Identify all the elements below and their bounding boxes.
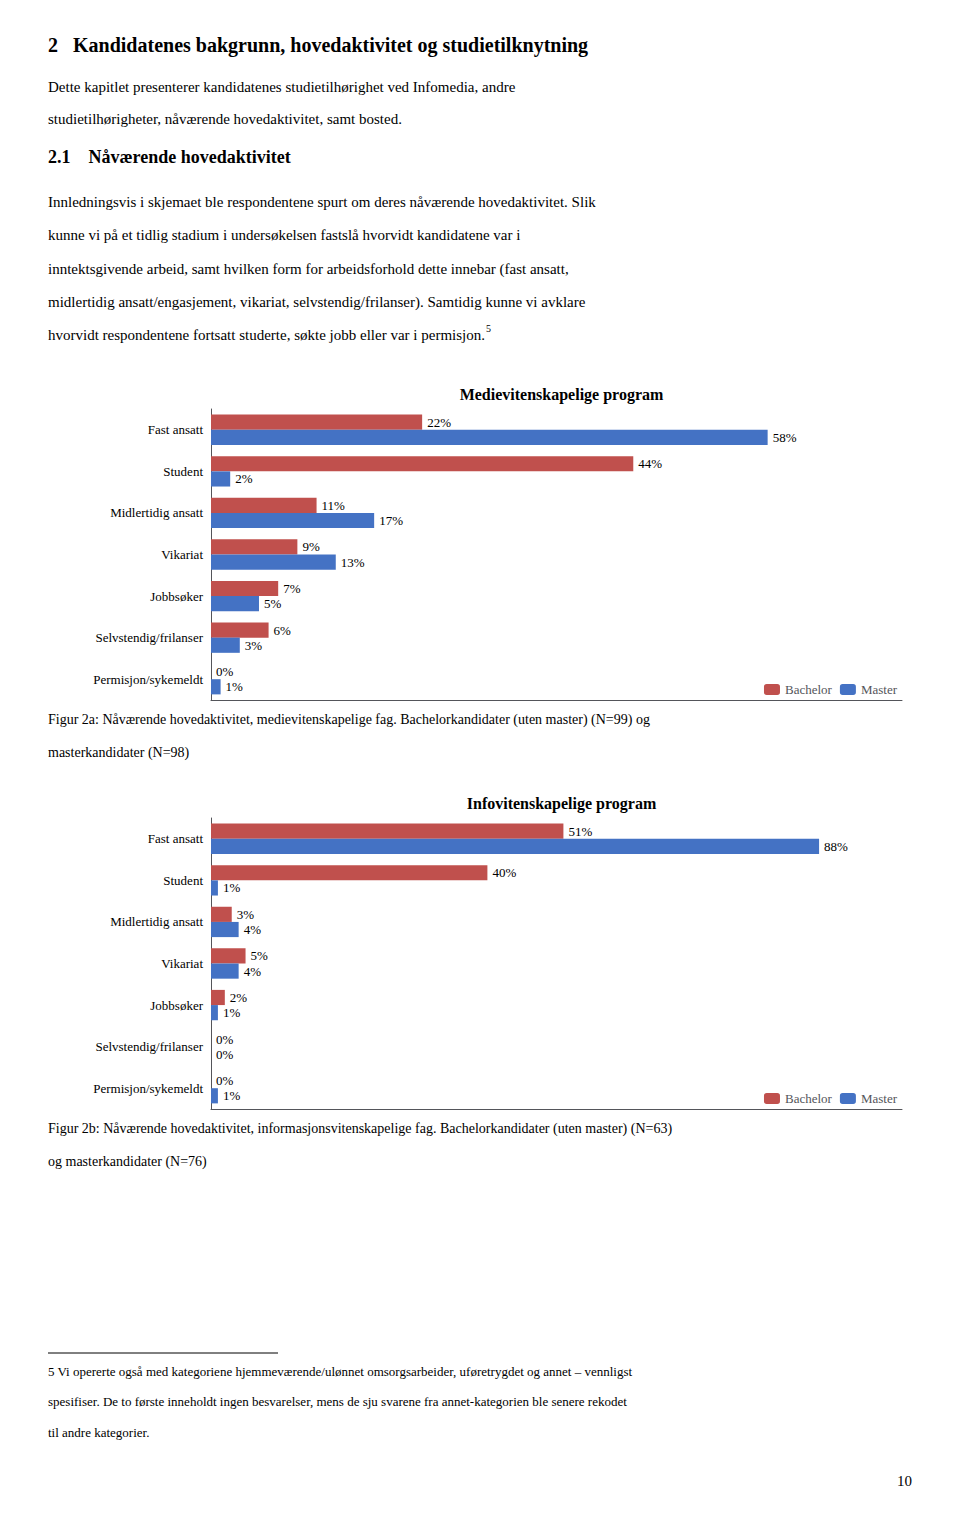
svg-text:Selvstendig/frilanser: Selvstendig/frilanser [95,1039,203,1054]
svg-text:Vikariat: Vikariat [161,956,203,971]
svg-text:1%: 1% [223,1088,241,1103]
svg-text:2 Kandidatenes bakgrunn, hov: 2 Kandidatenes bakgrunn, hovedaktivitet … [48,34,588,57]
svg-text:5: 5 [486,323,491,334]
svg-text:Infovitenskapelige program: Infovitenskapelige program [467,795,657,813]
svg-text:masterkandidater (N=98): masterkandidater (N=98) [48,745,190,761]
svg-text:Innledningsvis i skjemaet ble: Innledningsvis i skjemaet ble respondent… [48,194,596,210]
svg-text:6%: 6% [274,623,292,638]
svg-text:kunne vi på et tidlig stadium: kunne vi på et tidlig stadium i undersøk… [48,227,520,243]
svg-text:Dette kapitlet presenterer kan: Dette kapitlet presenterer kandidatenes … [48,79,516,95]
svg-text:Fast ansatt: Fast ansatt [148,831,204,846]
svg-text:13%: 13% [341,555,365,570]
svg-text:1%: 1% [226,679,244,694]
svg-text:Bachelor: Bachelor [785,682,833,697]
svg-text:midlertidig ansatt/engasjement: midlertidig ansatt/engasjement, vikariat… [48,294,586,311]
svg-text:2%: 2% [230,990,248,1005]
svg-text:Medievitenskapelige program: Medievitenskapelige program [460,386,664,404]
svg-text:Selvstendig/frilanser: Selvstendig/frilanser [95,630,203,645]
svg-text:0%: 0% [216,1073,234,1088]
svg-text:40%: 40% [492,865,516,880]
svg-text:Fast ansatt: Fast ansatt [148,422,204,437]
svg-text:11%: 11% [322,498,346,513]
svg-text:studietilhørigheter, nåværende: studietilhørigheter, nåværende hovedakti… [48,111,402,127]
svg-text:spesifiser. De to første inneh: spesifiser. De to første inneholdt ingen… [48,1394,627,1409]
svg-text:Midlertidig ansatt: Midlertidig ansatt [110,505,203,520]
svg-text:Student: Student [163,464,203,479]
svg-text:Vikariat: Vikariat [161,547,203,562]
svg-text:Permisjon/sykemeldt: Permisjon/sykemeldt [93,1081,203,1096]
svg-text:22%: 22% [427,415,451,430]
svg-text:7%: 7% [283,581,301,596]
svg-text:58%: 58% [773,430,797,445]
svg-text:Master: Master [861,682,898,697]
svg-text:4%: 4% [244,964,262,979]
svg-text:Figur 2a: Nåværende hovedaktiv: Figur 2a: Nåværende hovedaktivitet, medi… [48,712,650,728]
svg-text:til andre kategorier.: til andre kategorier. [48,1425,149,1440]
svg-text:Permisjon/sykemeldt: Permisjon/sykemeldt [93,672,203,687]
svg-text:10: 10 [897,1473,912,1489]
svg-text:9%: 9% [302,539,320,554]
svg-text:Bachelor: Bachelor [785,1091,833,1106]
svg-text:Jobbsøker: Jobbsøker [150,998,203,1013]
svg-text:0%: 0% [216,1032,234,1047]
svg-text:hvorvidt respondentene fortsat: hvorvidt respondentene fortsatt studerte… [48,327,485,343]
svg-text:5%: 5% [264,596,282,611]
svg-text:Student: Student [163,873,203,888]
svg-text:og masterkandidater (N=76): og masterkandidater (N=76) [48,1154,207,1170]
svg-text:inntektsgivende arbeid, samt h: inntektsgivende arbeid, samt hvilken for… [48,261,569,278]
svg-text:44%: 44% [638,456,662,471]
svg-text:88%: 88% [824,839,848,854]
svg-text:2%: 2% [235,471,253,486]
svg-text:3%: 3% [237,907,255,922]
svg-text:0%: 0% [216,664,234,679]
svg-text:17%: 17% [379,513,403,528]
svg-text:Master: Master [861,1091,898,1106]
svg-text:1%: 1% [223,880,241,895]
svg-text:0%: 0% [216,1047,234,1062]
svg-text:Figur 2b: Nåværende hovedaktiv: Figur 2b: Nåværende hovedaktivitet, info… [48,1121,672,1137]
svg-text:Jobbsøker: Jobbsøker [150,589,203,604]
svg-text:1%: 1% [223,1005,241,1020]
svg-text:51%: 51% [568,824,592,839]
svg-text:4%: 4% [244,922,262,937]
svg-text:3%: 3% [245,638,262,653]
svg-text:5%: 5% [251,948,268,963]
svg-text:2.1 Nåværende hovedaktivite: 2.1 Nåværende hovedaktivitet [48,147,291,167]
svg-text:5 Vi opererte også med kategor: 5 Vi opererte også med kategoriene hjemm… [48,1364,633,1379]
svg-text:Midlertidig ansatt: Midlertidig ansatt [110,914,203,929]
